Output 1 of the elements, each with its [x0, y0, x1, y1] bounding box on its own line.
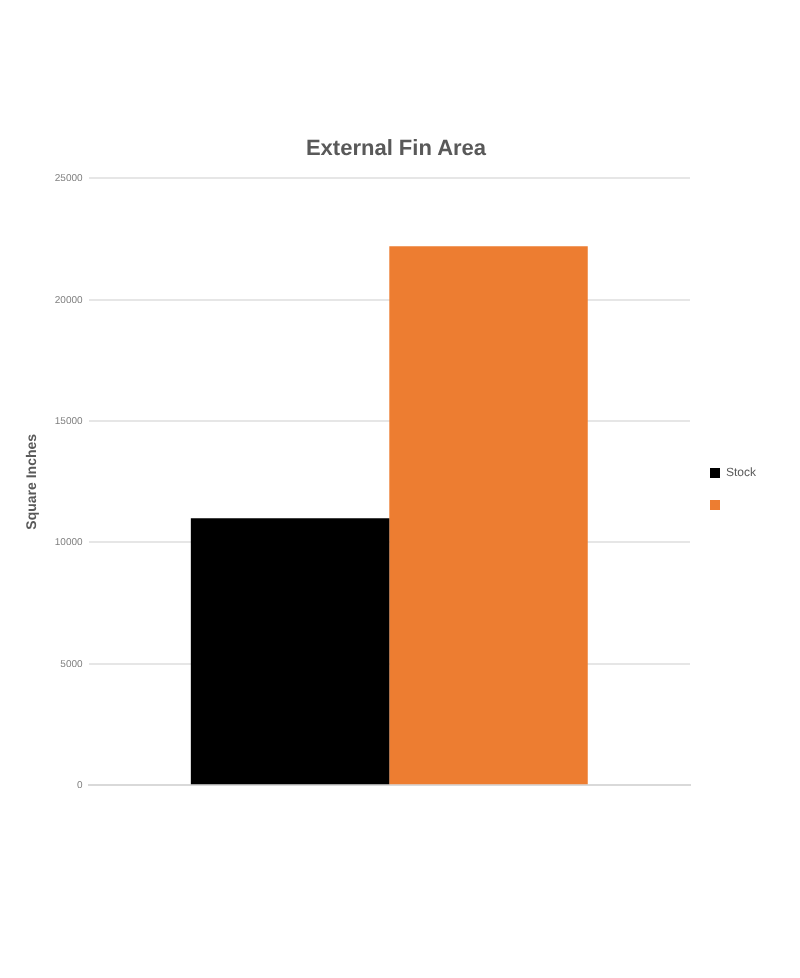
chart-title: External Fin Area	[305, 137, 488, 162]
